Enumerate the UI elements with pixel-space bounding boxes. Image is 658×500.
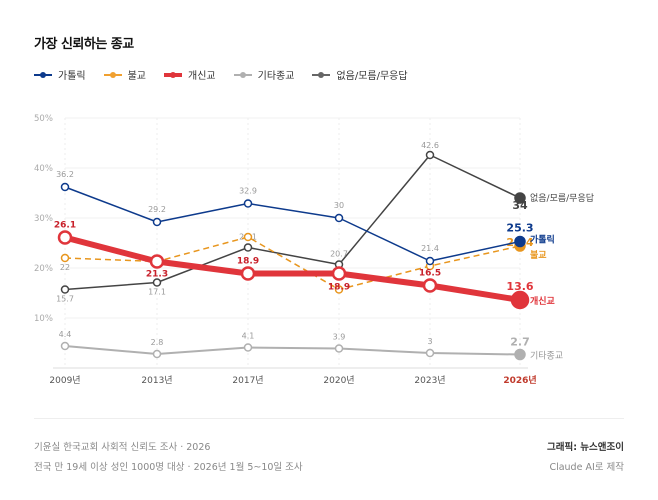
series-end-label: 가톨릭 bbox=[530, 234, 555, 246]
data-point bbox=[243, 243, 253, 252]
data-label: 17.1 bbox=[148, 288, 166, 297]
data-label: 20.7 bbox=[330, 250, 348, 259]
source-text: 기윤실 한국교회 사회적 신뢰도 조사 · 2026 bbox=[34, 442, 211, 453]
series-line-2 bbox=[64, 234, 521, 303]
legend-item-buddhism: 불교 bbox=[103, 67, 147, 82]
data-point bbox=[334, 213, 344, 223]
series-line-1 bbox=[64, 236, 521, 291]
data-point bbox=[510, 290, 530, 310]
footer-divider bbox=[34, 418, 624, 419]
data-point bbox=[243, 343, 253, 352]
data-label: 21.3 bbox=[146, 270, 168, 280]
data-label: 36.2 bbox=[56, 170, 74, 179]
legend-label: 가톨릭 bbox=[58, 71, 86, 82]
chart-title: 가장 신뢰하는 종교 bbox=[34, 37, 134, 52]
data-label: 16.5 bbox=[419, 269, 441, 279]
data-label: 42.6 bbox=[421, 141, 439, 150]
legend-label: 개신교 bbox=[188, 71, 216, 82]
data-label: 4.1 bbox=[242, 332, 255, 341]
data-label: 34 bbox=[512, 199, 528, 212]
data-label: 2.8 bbox=[151, 338, 164, 347]
y-tick-label: 10% bbox=[34, 314, 53, 324]
data-point bbox=[60, 285, 70, 294]
data-point bbox=[331, 266, 347, 281]
legend-marker-icon bbox=[34, 71, 52, 79]
data-point bbox=[60, 253, 70, 263]
data-point bbox=[425, 256, 435, 266]
data-point bbox=[60, 341, 70, 351]
data-label: 15.7 bbox=[56, 295, 74, 304]
data-label: 18.9 bbox=[328, 283, 350, 293]
series-line-3 bbox=[64, 345, 521, 356]
data-point bbox=[422, 278, 438, 293]
legend-marker-icon bbox=[312, 71, 331, 79]
legend-label: 없음/모름/무응답 bbox=[336, 71, 408, 82]
made-with-text: Claude AI로 제작 bbox=[549, 462, 624, 473]
data-label: 13.6 bbox=[506, 280, 533, 293]
footer-credit: 그래픽: 뉴스앤조이 Claude AI로 제작 bbox=[547, 438, 624, 478]
y-tick-label: 20% bbox=[34, 264, 53, 274]
legend-marker-icon bbox=[164, 71, 183, 79]
data-point bbox=[243, 232, 253, 242]
data-point bbox=[514, 348, 526, 361]
data-point bbox=[60, 182, 70, 192]
y-tick-label: 50% bbox=[34, 114, 53, 124]
data-label: 25.3 bbox=[506, 222, 533, 235]
series-end-label: 없음/모름/무응답 bbox=[530, 192, 594, 204]
series-line-4 bbox=[64, 154, 521, 291]
legend-item-other: 기타종교 bbox=[233, 67, 295, 82]
data-point bbox=[149, 254, 165, 269]
data-label: 4.4 bbox=[59, 330, 72, 339]
legend-label: 불교 bbox=[127, 71, 147, 82]
method-text: 전국 만 19세 이상 성인 1000명 대상 · 2026년 1월 5~10일… bbox=[34, 462, 303, 473]
data-label: 26.1 bbox=[54, 221, 76, 231]
data-point bbox=[425, 348, 435, 358]
data-label: 3 bbox=[427, 337, 432, 346]
data-label: 30 bbox=[334, 201, 344, 210]
legend-item-protestant: 개신교 bbox=[164, 67, 216, 82]
data-label: 29.2 bbox=[148, 205, 166, 214]
legend-item-none: 없음/모름/무응답 bbox=[312, 67, 408, 82]
legend: 가톨릭 불교 개신교 기타종교 없음/모름/무응답 bbox=[34, 67, 408, 82]
y-tick-label: 40% bbox=[34, 164, 53, 174]
data-point bbox=[514, 235, 526, 248]
x-tick-label: 2017년 bbox=[232, 375, 263, 386]
series-end-label: 개신교 bbox=[530, 295, 555, 307]
data-label: 21.4 bbox=[421, 244, 439, 253]
data-label: 18.9 bbox=[237, 257, 259, 267]
data-point bbox=[243, 199, 253, 208]
x-tick-label: 2020년 bbox=[323, 375, 354, 386]
x-tick-label: 2013년 bbox=[141, 375, 172, 386]
series-end-label: 기타종교 bbox=[530, 351, 563, 362]
x-tick-label: 2009년 bbox=[49, 375, 80, 386]
data-point bbox=[240, 266, 256, 281]
data-point bbox=[152, 349, 162, 359]
data-label: 22 bbox=[60, 263, 70, 272]
series-line-0 bbox=[64, 186, 521, 262]
data-point bbox=[152, 217, 162, 227]
footer-source: 기윤실 한국교회 사회적 신뢰도 조사 · 2026 전국 만 19세 이상 성… bbox=[34, 438, 303, 478]
x-tick-label: 2023년 bbox=[414, 375, 445, 386]
x-tick-label: 2026년 bbox=[503, 374, 536, 386]
data-point bbox=[334, 285, 344, 294]
data-point bbox=[334, 344, 344, 353]
legend-marker-icon bbox=[103, 71, 122, 79]
series-end-label: 불교 bbox=[530, 249, 547, 261]
y-tick-label: 30% bbox=[34, 214, 53, 224]
legend-label: 기타종교 bbox=[257, 71, 295, 82]
data-label: 32.9 bbox=[239, 187, 257, 196]
legend-item-catholic: 가톨릭 bbox=[34, 67, 86, 82]
credit-text: 그래픽: 뉴스앤조이 bbox=[546, 442, 624, 453]
data-label: 2.7 bbox=[510, 336, 530, 349]
data-point bbox=[514, 192, 526, 204]
legend-marker-icon bbox=[233, 71, 252, 79]
data-point bbox=[425, 150, 435, 160]
data-point bbox=[152, 278, 162, 287]
data-label: 3.9 bbox=[333, 333, 346, 342]
data-point bbox=[57, 230, 73, 245]
